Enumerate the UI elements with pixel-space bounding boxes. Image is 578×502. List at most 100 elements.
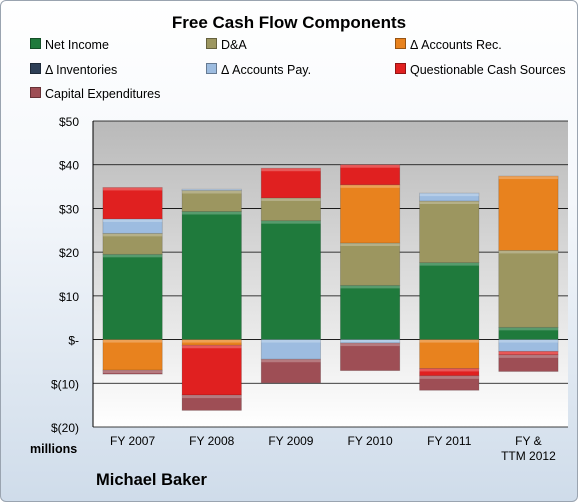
bar-segment <box>181 394 242 411</box>
legend-swatch <box>206 63 217 74</box>
legend-item-net-income: Net Income <box>30 38 109 52</box>
y-tick-label: $- <box>68 334 79 348</box>
bar-segment <box>102 187 163 220</box>
bar-highlight <box>261 220 321 224</box>
bar-highlight <box>340 164 400 168</box>
y-tick-label: $(10) <box>51 377 79 391</box>
company-label: Michael Baker <box>96 471 207 489</box>
bar-highlight <box>340 285 400 289</box>
y-tick-label: $(20) <box>51 421 79 435</box>
bar-highlight <box>419 368 479 372</box>
legend-label: Δ Accounts Pay. <box>221 63 312 77</box>
bar-highlight <box>419 262 479 266</box>
bar-highlight <box>340 184 400 188</box>
bar-highlight <box>261 168 321 172</box>
x-tick-label: FY 2011 <box>427 434 472 448</box>
bar-segment <box>419 339 480 369</box>
x-tick-label: FY & <box>515 434 541 448</box>
bar-highlight <box>419 193 479 197</box>
bar-highlight <box>498 339 559 343</box>
bar-highlight <box>102 187 163 191</box>
legend-item-accounts-rec: Δ Accounts Rec. <box>395 38 502 52</box>
bar-segment <box>102 232 163 255</box>
y-tick-label: $40 <box>59 159 79 173</box>
bar-highlight <box>261 359 321 363</box>
legend-swatch <box>30 87 41 98</box>
bar-segment <box>419 375 480 391</box>
legend-item-accounts-pay: Δ Accounts Pay. <box>206 63 311 77</box>
bar-segment <box>339 184 401 244</box>
legend-item-capex: Capital Expenditures <box>30 87 160 101</box>
legend-label: Questionable Cash Sources <box>410 63 566 77</box>
bar-segment <box>260 220 322 340</box>
bar-highlight <box>261 197 321 201</box>
bar-segment <box>419 262 480 340</box>
bar-highlight <box>182 189 242 191</box>
legend-swatch <box>395 63 406 74</box>
y-tick-label: $10 <box>59 290 79 304</box>
legend-label: Capital Expenditures <box>45 87 161 101</box>
unit-label: millions <box>30 442 78 456</box>
bar-highlight <box>182 345 242 349</box>
bar-segment <box>181 188 242 191</box>
bar-segment <box>339 342 401 372</box>
bar-segment <box>181 211 242 340</box>
bar-highlight <box>261 339 321 343</box>
legend-label: Δ Inventories <box>45 63 118 77</box>
x-tick-label: FY 2009 <box>268 434 313 448</box>
bar-segment <box>339 164 401 186</box>
bar-highlight <box>182 211 242 215</box>
bar-highlight <box>340 242 400 246</box>
bar-segment <box>260 167 322 199</box>
legend-swatch <box>395 38 406 49</box>
legend-swatch <box>206 38 217 49</box>
legend-item-questionable-cash: Questionable Cash Sources <box>395 63 566 77</box>
legend-swatch <box>30 63 41 74</box>
bar-segment <box>102 253 163 340</box>
bar-highlight <box>102 233 163 237</box>
legend-label: D&A <box>221 38 247 52</box>
bar-highlight <box>498 351 559 355</box>
bar-segment <box>498 175 559 251</box>
bar-highlight <box>419 375 479 379</box>
plot-background <box>93 121 568 427</box>
bar-highlight <box>182 339 242 343</box>
y-tick-label: $20 <box>59 246 79 260</box>
bar-segment <box>260 197 322 222</box>
legend-label: Δ Accounts Rec. <box>410 38 502 52</box>
bar-highlight <box>419 200 479 204</box>
bar-highlight <box>498 250 559 254</box>
bar-segment <box>419 200 480 264</box>
bar-segment <box>339 242 401 286</box>
x-tick-label: FY 2007 <box>110 434 155 448</box>
legend-swatch <box>30 38 41 49</box>
legend-item-inventories: Δ Inventories <box>30 63 117 77</box>
x-tick-label: TTM 2012 <box>501 449 556 463</box>
bar-segment <box>260 358 322 384</box>
legend-label: Net Income <box>45 38 109 52</box>
chart-title: Free Cash Flow Components <box>171 13 407 32</box>
bar-segment <box>498 354 559 372</box>
bar-segment <box>419 192 480 202</box>
bar-highlight <box>182 395 242 399</box>
y-tick-label: $30 <box>59 202 79 216</box>
bar-highlight <box>182 190 242 194</box>
bar-segment <box>102 369 163 375</box>
bar-segment <box>181 190 242 212</box>
bar-segment <box>339 284 401 340</box>
bar-highlight <box>340 343 400 347</box>
bar-highlight <box>498 327 559 331</box>
x-tick-label: FY 2010 <box>348 434 393 448</box>
bar-segment <box>181 344 242 396</box>
y-tick-label: $50 <box>59 115 79 129</box>
bar-highlight <box>102 254 163 258</box>
bar-highlight <box>102 370 163 374</box>
bar-highlight <box>102 218 163 222</box>
bar-highlight <box>102 339 163 343</box>
bar-highlight <box>498 176 559 180</box>
legend-item-da: D&A <box>206 38 247 52</box>
bar-segment <box>102 339 163 371</box>
bar-segment <box>498 249 559 328</box>
bar-highlight <box>498 354 559 358</box>
